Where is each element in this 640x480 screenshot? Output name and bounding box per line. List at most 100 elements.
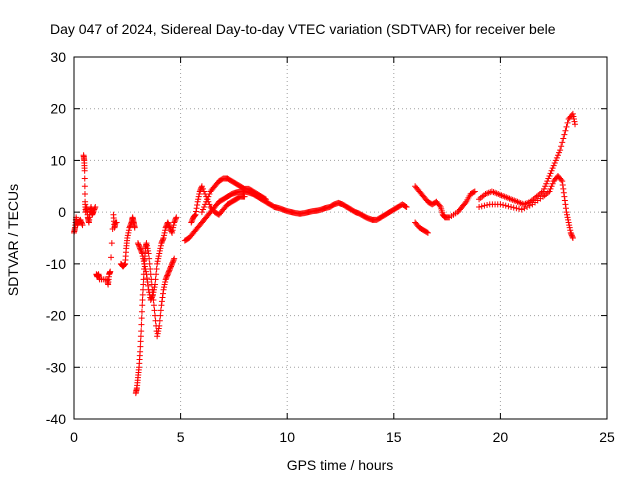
data-point (569, 110, 576, 117)
data-point (562, 201, 569, 208)
data-point (134, 240, 141, 247)
data-point (162, 227, 169, 234)
data-point (143, 271, 150, 278)
data-point (570, 113, 577, 120)
data-point (199, 206, 206, 213)
data-point (206, 201, 213, 208)
data-point (262, 196, 269, 203)
data-point (144, 278, 151, 285)
data-point (161, 232, 168, 239)
data-point (153, 271, 160, 278)
data-point (79, 222, 86, 229)
data-point (192, 211, 199, 218)
data-point (81, 191, 88, 198)
data-point (91, 205, 98, 212)
data-point (141, 263, 148, 270)
data-point (138, 321, 145, 328)
data-point (552, 157, 559, 164)
data-point (150, 302, 157, 309)
data-point (125, 229, 132, 236)
data-point (502, 202, 509, 209)
data-point (505, 203, 512, 210)
data-point (150, 289, 157, 296)
data-point (81, 175, 88, 182)
data-point (564, 119, 571, 126)
data-point (198, 209, 205, 216)
data-point (198, 183, 205, 190)
data-point (160, 235, 167, 241)
data-point (154, 260, 161, 267)
data-point (146, 255, 153, 262)
y-tick-label: -20 (46, 308, 66, 324)
data-point (142, 268, 149, 275)
data-point (137, 245, 144, 252)
data-point (137, 338, 144, 345)
data-point (543, 180, 550, 187)
data-point (154, 258, 161, 265)
data-point (554, 152, 561, 159)
data-point (156, 250, 163, 257)
y-tick-label: 10 (50, 152, 66, 168)
data-point (160, 286, 167, 293)
data-point (197, 187, 204, 194)
data-point (77, 218, 84, 225)
data-point (548, 183, 555, 190)
data-point (171, 218, 178, 225)
data-point (563, 209, 570, 216)
data-point (121, 262, 128, 269)
data-point (140, 286, 147, 293)
data-point (145, 247, 152, 254)
data-point (136, 242, 143, 249)
data-point (261, 195, 268, 202)
data-point (402, 203, 409, 210)
data-point (557, 147, 564, 154)
data-point (140, 276, 147, 283)
data-point (157, 307, 164, 314)
data-point (143, 240, 150, 247)
data-point (149, 291, 156, 298)
data-point (568, 232, 575, 239)
data-point (153, 266, 160, 273)
data-point (107, 268, 114, 275)
data-point (568, 231, 575, 238)
chart-title: Day 047 of 2024, Sidereal Day-to-day VTE… (50, 21, 556, 37)
data-point (165, 269, 172, 276)
data-point (139, 302, 146, 309)
data-point (162, 278, 169, 285)
data-point (144, 242, 151, 249)
data-point (77, 216, 84, 223)
data-point (195, 193, 202, 200)
data-point (540, 188, 547, 195)
data-point (172, 216, 179, 223)
data-point (546, 172, 553, 179)
data-point (508, 203, 515, 210)
data-point (156, 317, 163, 324)
data-point (166, 266, 173, 273)
data-point (542, 183, 549, 190)
data-point (560, 185, 567, 192)
data-point (171, 219, 178, 226)
data-point (155, 253, 162, 260)
data-point (164, 219, 171, 226)
data-point (139, 291, 146, 298)
data-point (124, 235, 131, 241)
y-tick-label: -30 (46, 359, 66, 375)
data-point (91, 206, 98, 213)
data-point (516, 205, 523, 212)
data-point (139, 250, 146, 257)
data-point (204, 196, 211, 203)
data-point (569, 235, 576, 241)
x-tick-label: 25 (599, 429, 615, 445)
data-point (191, 212, 198, 219)
data-point (159, 294, 166, 301)
y-axis-label: SDTVAR / TECUs (5, 184, 21, 296)
data-point (126, 224, 133, 231)
data-point (462, 200, 469, 207)
data-point (195, 196, 202, 203)
data-point (154, 333, 161, 340)
data-point (162, 276, 169, 283)
data-point (81, 167, 88, 174)
data-point (125, 227, 132, 234)
data-point (81, 183, 88, 190)
